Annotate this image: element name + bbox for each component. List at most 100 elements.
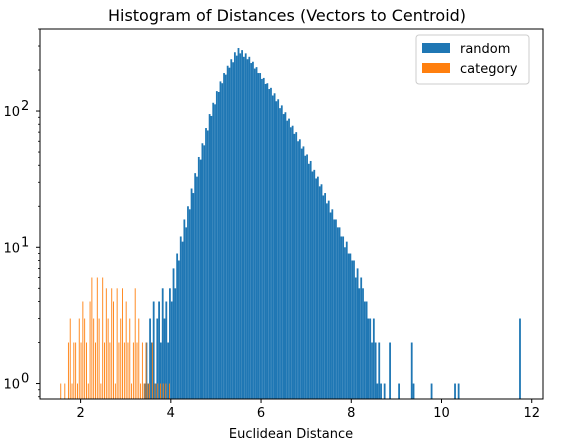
y-tick-label: 10 [3,241,20,256]
bar-category-25 [109,342,111,399]
bar-category-50 [157,383,159,399]
bar-random-64 [259,73,262,400]
chart-title: Histogram of Distances (Vectors to Centr… [108,6,466,25]
bar-random-95 [315,178,317,399]
bar-category-13 [87,383,89,399]
bar-random-123 [365,301,368,399]
bar-random-48 [230,59,233,399]
bar-random-69 [268,89,271,399]
bar-random-29 [196,176,198,399]
bar-random-13 [167,342,170,399]
y-tick-exponent: 0 [21,372,29,387]
bar-category-22 [104,342,105,399]
bar-category-17 [95,342,96,399]
bar-random-88 [302,146,305,399]
bar-random-22 [183,219,186,399]
bar-random-138 [454,383,456,399]
y-tick-exponent: 2 [21,99,29,114]
bar-random-94 [313,169,316,399]
bar-random-126 [371,342,373,399]
bar-random-130 [378,342,381,399]
bar-category-20 [100,383,102,399]
bar-random-105 [333,219,336,399]
bar-category-10 [82,301,84,399]
bar-category-38 [132,342,134,399]
bar-category-53 [165,383,167,399]
bar-random-65 [261,78,263,399]
bar-random-61 [253,68,256,400]
bar-random-43 [221,83,224,399]
bar-random-70 [270,87,272,399]
bar-random-62 [255,67,258,399]
bar-random-118 [356,268,359,399]
bar-random-55 [243,56,245,400]
bar-random-28 [194,173,197,399]
bar-random-77 [282,114,285,399]
bar-random-116 [353,260,355,399]
bar-random-50 [233,52,236,399]
bar-random-129 [376,383,379,399]
bar-category-3 [69,318,71,399]
bar-random-9 [160,342,162,399]
x-tick-label: 2 [76,406,84,421]
bar-random-74 [277,99,280,399]
bar-category-31 [120,318,122,399]
bar-category-29 [116,288,118,399]
bar-random-102 [327,200,330,399]
bar-category-24 [107,318,109,399]
y-tick-label: 10 [3,105,20,120]
bar-random-90 [306,154,308,399]
bar-random-82 [291,125,294,399]
bar-random-117 [354,277,357,399]
bar-category-2 [67,342,69,399]
x-tick-label: 8 [347,406,355,421]
bar-random-23 [185,227,188,399]
bar-category-6 [75,342,77,399]
bar-random-91 [307,163,310,399]
bar-category-28 [114,383,116,399]
bar-random-109 [340,236,343,399]
bar-category-8 [78,318,80,399]
bar-random-63 [257,73,260,400]
bar-random-42 [219,81,222,400]
bar-random-15 [170,301,173,399]
bar-random-40 [215,91,218,400]
bar-random-71 [271,95,274,399]
bar-random-87 [300,148,303,399]
bar-random-58 [248,56,251,400]
bar-category-33 [123,342,125,399]
bar-random-32 [201,143,204,399]
bar-category-46 [147,383,149,399]
bar-category-51 [160,383,161,399]
bar-random-27 [192,193,195,399]
bar-random-84 [295,132,298,399]
bar-random-12 [165,301,168,399]
bar-random-45 [224,74,227,399]
bar-random-52 [237,48,240,399]
bar-random-20 [179,236,182,399]
bar-random-81 [289,127,292,400]
bar-category-35 [127,342,129,399]
bar-random-73 [275,101,278,400]
bar-category-1 [64,383,66,399]
bar-random-80 [288,118,290,399]
bar-category-27 [113,301,114,399]
bar-random-38 [212,102,215,399]
bar-random-111 [344,247,346,399]
bar-random-86 [298,139,301,399]
bar-random-125 [369,318,372,399]
x-tick-label: 12 [523,406,540,421]
bar-category-9 [80,342,82,399]
bar-random-101 [326,203,328,399]
bar-category-48 [151,342,153,399]
bar-random-133 [389,342,391,399]
bar-random-139 [457,383,460,399]
bar-random-36 [208,114,211,399]
bar-random-8 [158,301,160,399]
bar-category-14 [89,301,91,399]
bar-random-21 [181,241,184,399]
bar-category-39 [134,288,136,399]
axes-frame [39,28,544,400]
bar-random-39 [214,104,216,399]
